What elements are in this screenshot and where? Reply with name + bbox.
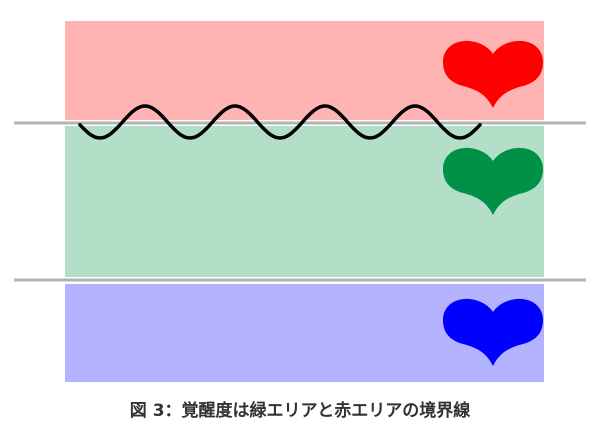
boundary-line-lower	[14, 278, 586, 282]
arousal-wave	[78, 104, 482, 140]
figure-caption: 図 3：覚醒度は緑エリアと赤エリアの境界線	[129, 401, 471, 421]
